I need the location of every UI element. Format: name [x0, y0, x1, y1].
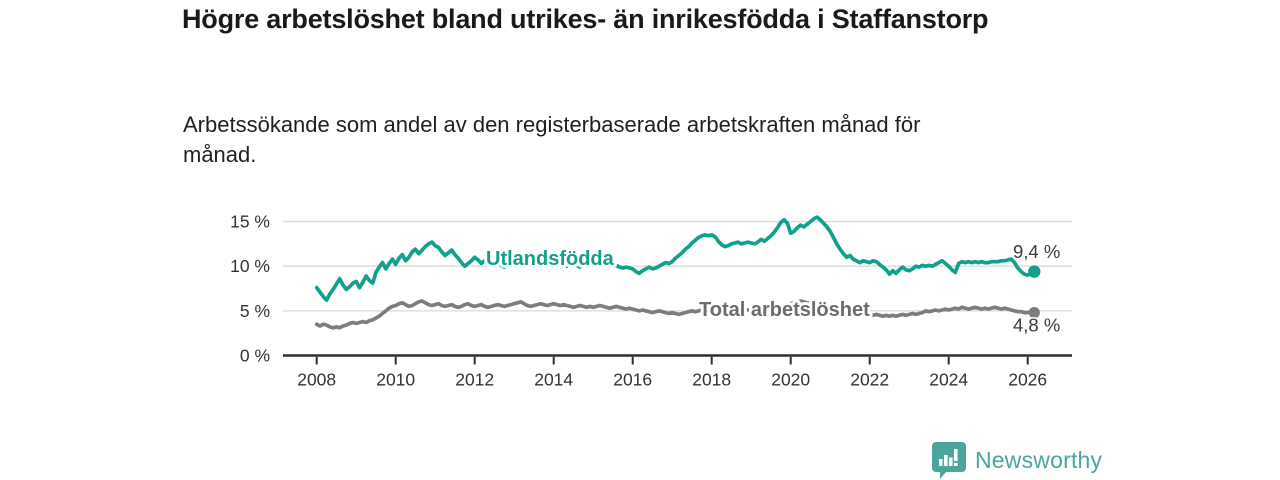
series-end-dot-utlandsf-dda [1028, 265, 1041, 278]
x-tick-label: 2022 [850, 370, 889, 390]
series-end-value-utlandsf-dda: 9,4 % [1013, 241, 1060, 262]
x-tick-label: 2012 [455, 370, 494, 390]
y-tick-label: 10 % [230, 256, 270, 276]
x-tick-label: 2026 [1008, 370, 1047, 390]
x-tick-label: 2020 [771, 370, 810, 390]
x-tick-label: 2024 [929, 370, 968, 390]
x-tick-label: 2008 [297, 370, 336, 390]
series-line-utlandsf-dda [314, 215, 1037, 302]
bar-chart-speech-bubble-icon [932, 442, 966, 479]
page-title: Högre arbetslöshet bland utrikes- än inr… [182, 4, 989, 34]
series-label-utlandsf-dda: Utlandsfödda [486, 248, 615, 270]
newsworthy-logo: Newsworthy [932, 441, 1102, 479]
y-tick-label: 0 % [240, 346, 270, 366]
logo-wordmark: Newsworthy [975, 446, 1103, 473]
x-tick-label: 2016 [613, 370, 652, 390]
series-end-value-total-arbetsl-shet: 4,8 % [1013, 315, 1060, 336]
y-tick-label: 5 % [240, 301, 270, 321]
x-tick-label: 2010 [376, 370, 415, 390]
x-tick-label: 2018 [692, 370, 731, 390]
chart-subtitle: Arbetssökande som andel av den registerb… [183, 112, 921, 168]
y-tick-label: 15 % [230, 212, 270, 232]
series-end-dot-total-arbetsl-shet [1028, 307, 1040, 319]
series-line-total-arbetsl-shet [314, 299, 1037, 330]
series-label-total-arbetsl-shet: Total arbetslöshet [699, 299, 870, 321]
x-tick-label: 2014 [534, 370, 573, 390]
